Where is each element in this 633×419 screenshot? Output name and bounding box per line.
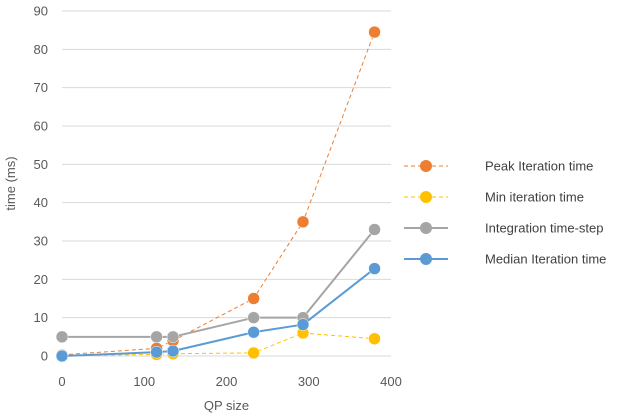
series-line (61, 267, 376, 357)
legend-entry: Peak Iteration time (404, 159, 593, 174)
series-line (61, 31, 376, 356)
y-axis: 0 10 20 30 40 50 60 70 80 90 (34, 4, 48, 364)
data-point (368, 262, 381, 275)
x-tick-label: 300 (298, 374, 320, 389)
legend-label: Integration time-step (485, 221, 604, 236)
legend-swatch-marker (420, 160, 432, 172)
x-tick-label: 400 (380, 374, 402, 389)
series-group (55, 25, 381, 363)
data-point (296, 318, 310, 331)
legend: Peak Iteration time Min iteration time Int… (404, 159, 606, 267)
y-tick-label: 0 (41, 349, 48, 364)
y-tick-label: 90 (34, 4, 48, 19)
data-point (368, 223, 381, 236)
gridlines (62, 10, 391, 357)
y-tick-label: 70 (34, 80, 48, 95)
legend-entry: Min iteration time (404, 190, 584, 205)
y-tick-label: 50 (34, 157, 48, 172)
y-tick-label: 10 (34, 310, 48, 325)
data-point (247, 292, 260, 305)
x-tick-label: 100 (133, 374, 155, 389)
data-point (55, 349, 69, 363)
data-point (368, 332, 381, 345)
legend-entry: Integration time-step (404, 221, 604, 236)
y-tick-label: 60 (34, 119, 48, 134)
legend-label: Median Iteration time (485, 252, 606, 267)
data-point (150, 345, 163, 359)
y-tick-label: 20 (34, 272, 48, 287)
legend-swatch-marker (420, 253, 432, 265)
y-tick-label: 40 (34, 195, 48, 210)
series-line (61, 332, 375, 357)
y-tick-label: 80 (34, 42, 48, 57)
data-point (296, 215, 310, 229)
data-point (166, 344, 180, 358)
x-axis: 0 100 200 300 400 (58, 374, 401, 389)
x-axis-title: QP size (204, 398, 249, 413)
series-median-iteration-time (55, 262, 381, 363)
x-tick-label: 0 (58, 374, 65, 389)
series-peak-iteration-time (55, 25, 381, 362)
legend-label: Peak Iteration time (485, 159, 593, 174)
x-tick-label: 200 (216, 374, 238, 389)
legend-swatch-marker (420, 191, 432, 203)
data-point (368, 25, 381, 39)
data-point (150, 330, 163, 344)
data-point (166, 330, 180, 344)
data-point (247, 311, 260, 324)
data-point (55, 330, 69, 344)
legend-swatch-marker (420, 222, 432, 234)
legend-entry: Median Iteration time (404, 252, 606, 267)
legend-label: Min iteration time (485, 190, 584, 205)
data-point (247, 325, 260, 339)
y-axis-title: time (ms) (3, 156, 18, 210)
y-tick-label: 30 (34, 234, 48, 249)
series-line (62, 228, 376, 338)
data-point (247, 346, 260, 360)
